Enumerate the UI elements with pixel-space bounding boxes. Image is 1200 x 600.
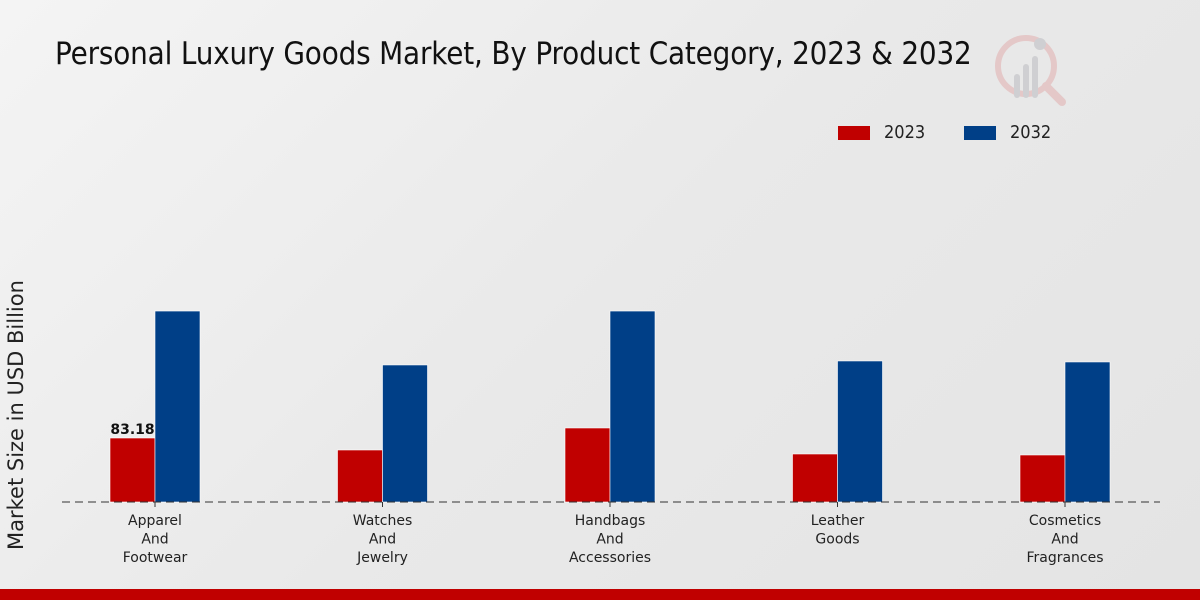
bar-2023-2 bbox=[564, 427, 611, 503]
legend-swatch-2032 bbox=[963, 125, 996, 140]
legend-item-2023: 2023 bbox=[838, 122, 930, 143]
chart-legend: 2023 2032 bbox=[838, 122, 1090, 143]
x-tick-label: Cosmetics And Fragrances bbox=[1026, 513, 1103, 566]
legend-swatch-2023 bbox=[838, 125, 870, 140]
bar-2032-4 bbox=[1064, 361, 1111, 503]
bar-2032-0 bbox=[154, 310, 201, 503]
bar-2032-2 bbox=[609, 310, 656, 503]
bar-2023-4 bbox=[1019, 454, 1066, 503]
x-tick-label: Watches And Jewelry bbox=[353, 513, 413, 566]
legend-label: 2023 bbox=[884, 122, 926, 143]
x-tick-label: Apparel And Footwear bbox=[123, 513, 188, 566]
footer-bar bbox=[0, 589, 1200, 600]
bar-2023-1 bbox=[337, 449, 383, 503]
bar-2023-0 bbox=[109, 437, 156, 503]
watermark-logo-icon bbox=[995, 35, 1066, 106]
chart-title: Personal Luxury Goods Market, By Product… bbox=[55, 36, 972, 72]
x-tick-label: Handbags And Accessories bbox=[569, 513, 651, 566]
bar-2032-1 bbox=[382, 364, 428, 503]
legend-label: 2032 bbox=[1009, 122, 1052, 143]
bar-2032-3 bbox=[837, 360, 883, 503]
legend-item-2032: 2032 bbox=[963, 122, 1056, 143]
x-tick-label: Leather Goods bbox=[811, 513, 865, 548]
bar-2023-3 bbox=[792, 453, 838, 503]
data-label: 83.18 bbox=[110, 422, 154, 438]
